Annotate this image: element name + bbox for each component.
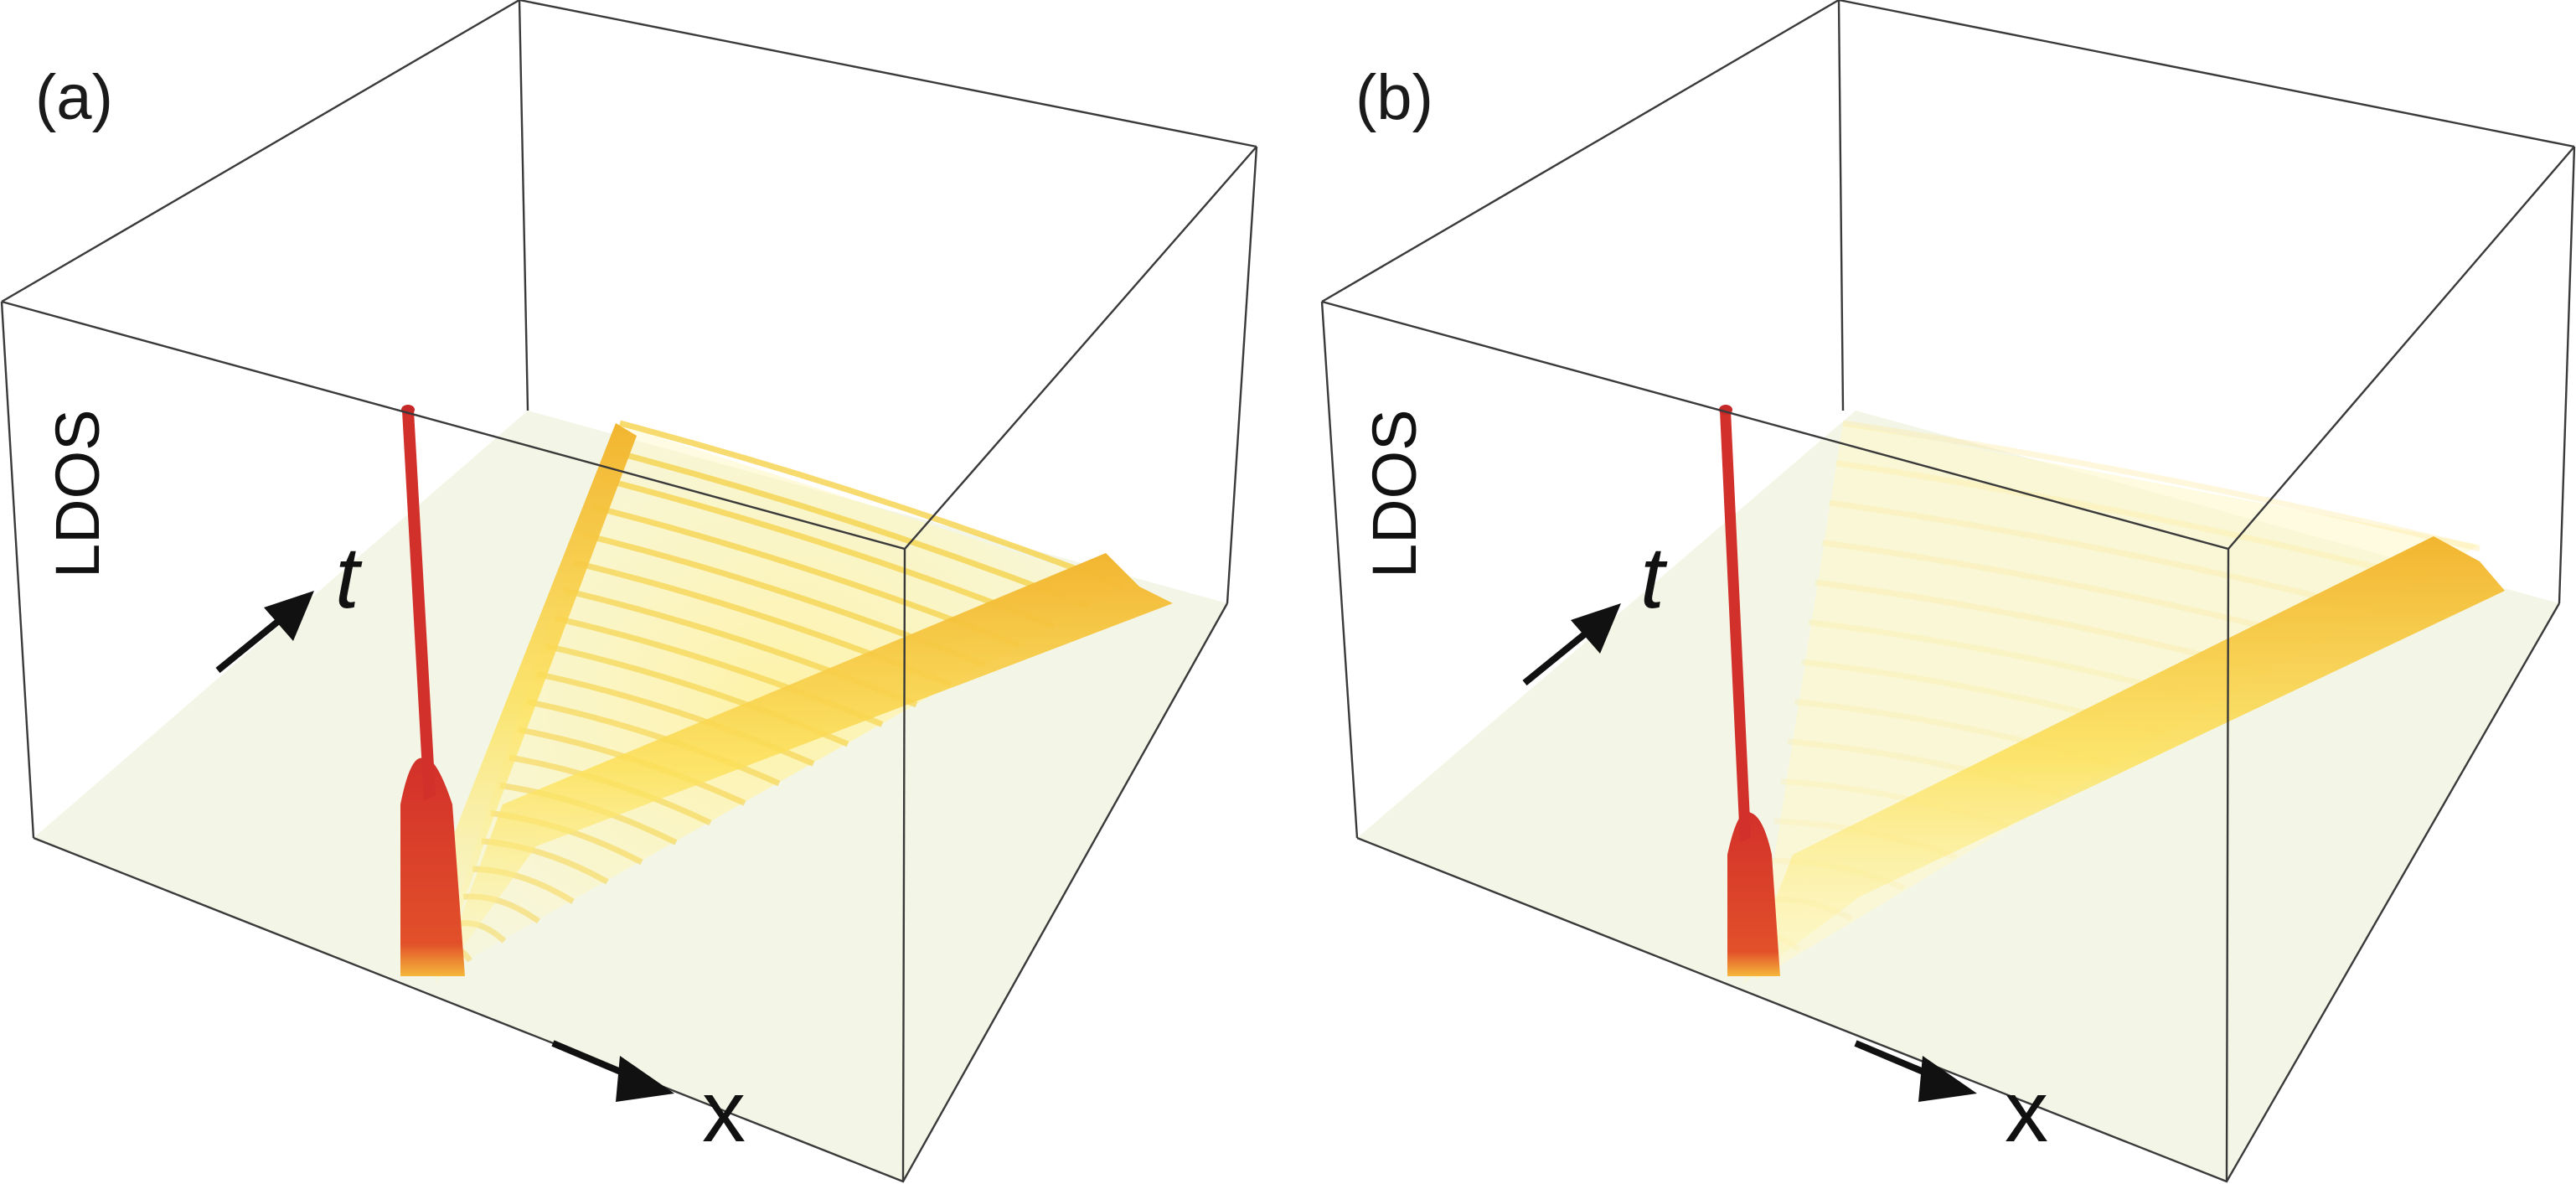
panel-b-x-arrow bbox=[1854, 1040, 1977, 1102]
panel-b-t-label: t bbox=[1640, 530, 1668, 627]
ripple-row bbox=[619, 420, 1124, 590]
panel-b-ldos-label: LDOS bbox=[1360, 409, 1429, 578]
panel-a-t-label: t bbox=[335, 530, 363, 627]
panel-a-t-arrow bbox=[215, 591, 314, 674]
panel-a-light-cone bbox=[431, 420, 1173, 985]
panel-b-light-cone bbox=[1742, 420, 2505, 985]
panel-a-right-front bbox=[436, 553, 1173, 985]
panel-a-front-edges bbox=[0, 146, 1258, 1183]
panel-a-back-edges bbox=[1, 0, 1257, 411]
ripple-row bbox=[527, 699, 781, 787]
ripple-row bbox=[1829, 499, 2376, 613]
panel-b-label: (b) bbox=[1355, 62, 1433, 133]
ripple-row bbox=[1835, 460, 2429, 583]
panel-a: (a) LDOS bbox=[0, 0, 1258, 1183]
panel-b-front-edges bbox=[1320, 146, 2576, 1183]
ripple-row bbox=[610, 447, 1090, 609]
panel-b-t-arrow bbox=[1522, 603, 1621, 686]
panel-b: (b) LDOS t bbox=[1320, 0, 2576, 1183]
panel-a-label: (a) bbox=[35, 62, 113, 133]
panel-b-right-front bbox=[1742, 536, 2505, 985]
ripple-row bbox=[1842, 420, 2480, 552]
ripple-row bbox=[1821, 540, 2324, 644]
panel-b-back-edges bbox=[1321, 0, 2575, 411]
panel-a-localized-peak bbox=[400, 405, 465, 976]
panel-b-localized-peak bbox=[1719, 405, 1780, 976]
panel-b-x-label: x bbox=[2005, 1063, 2048, 1161]
panel-a-x-label: x bbox=[702, 1063, 746, 1161]
panel-a-ldos-label: LDOS bbox=[43, 409, 112, 578]
panel-a-left-front bbox=[436, 423, 637, 985]
panel-a-x-arrow bbox=[551, 1040, 674, 1102]
